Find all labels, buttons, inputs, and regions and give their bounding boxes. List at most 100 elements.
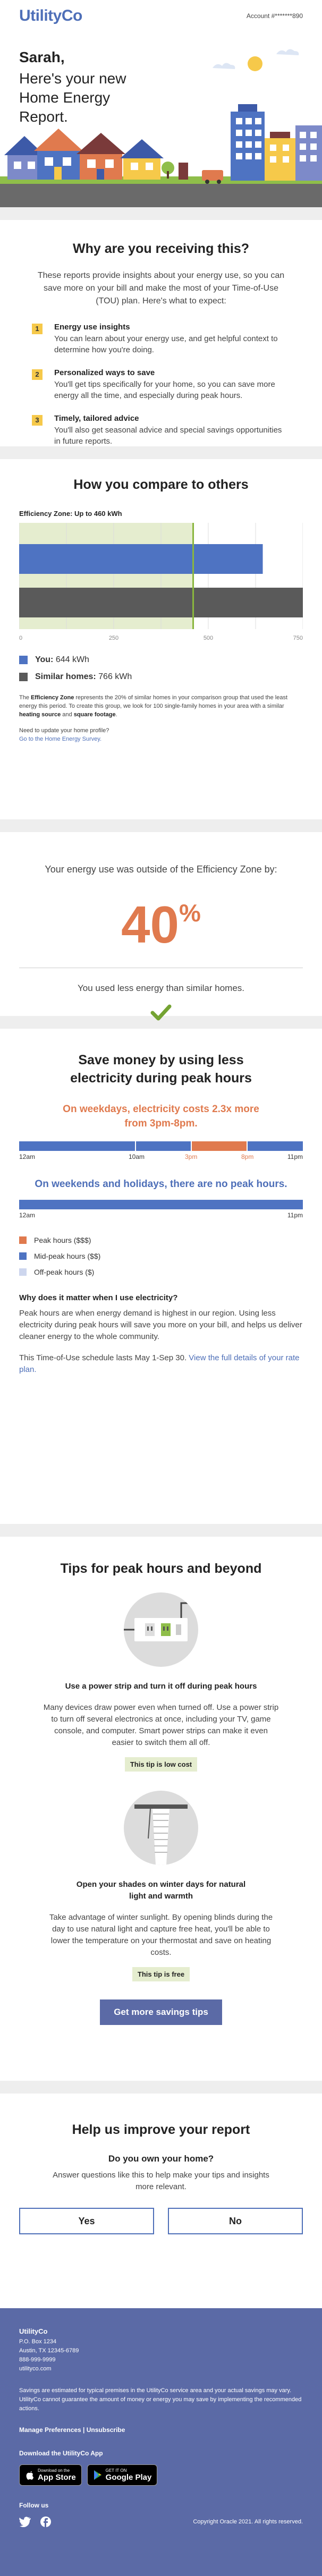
why-matter-head: Why does it matter when I use electricit… [19,1293,178,1302]
segment-mid-peak-2 [136,1141,191,1151]
why-item-2: 2 Personalized ways to save You'll get tip… [32,368,290,401]
zone-text: Your energy use was outside of the Effic… [45,864,277,875]
why-section: Why are you receiving this? These report… [0,220,322,446]
save-title: Save money by using less electricity dur… [70,1053,252,1086]
weekday-labels: 12am 10am 3pm 8pm 11pm [19,1153,303,1163]
legend-mid-peak: Mid-peak hours ($$) [19,1252,303,1260]
header: UtilityCo Account #*******890 [0,0,322,207]
why-intro: These reports provide insights about you… [37,271,285,306]
rate-plan-link[interactable]: View the full details of your rate plan. [19,1353,300,1374]
label-12am: 12am [19,1153,36,1160]
tips-section: Tips for peak hours and beyond Use a pow… [0,1537,322,2081]
survey-link[interactable]: Go to the Home Energy Survey. [19,736,102,742]
note-text-3: . [115,711,117,718]
google-play-button[interactable]: GET IT ON Google Play [87,2464,158,2486]
save-section: Save money by using less electricity dur… [0,1029,322,1524]
more-tips-button[interactable]: Get more savings tips [100,1999,222,2025]
checkmark-icon [19,1004,303,1024]
tip-shades: Open your shades on winter days for natu… [37,1791,285,1981]
time-legend: Peak hours ($$$) Mid-peak hours ($$) Off… [19,1236,303,1276]
top-bar: UtilityCo Account #*******890 [0,0,322,32]
why-matter-body: Peak hours are when energy demand is hig… [19,1309,302,1341]
download-app-label: Download the UtilityCo App [19,2450,103,2457]
weekend-text: On weekends and holidays, there are no p… [35,1179,287,1190]
logo[interactable]: UtilityCo [19,7,82,24]
footer-disclaimer: Savings are estimated for typical premis… [19,2387,302,2412]
why-title: Why are you receiving this? [72,241,250,256]
app-store-button[interactable]: Download on the App Store [19,2464,82,2486]
answer-buttons: Yes No [19,2208,303,2234]
label-11pm: 11pm [287,1153,303,1160]
why-number: 3 [32,415,43,426]
you-swatch [19,656,28,664]
power-strip-icon [124,1592,198,1667]
no-button[interactable]: No [168,2208,303,2234]
greeting: Sarah, Here's your new Home Energy Repor… [19,48,141,126]
comparison-chart: 0 250 500 750 [19,523,309,641]
similar-label: Similar homes: [35,672,96,681]
zone-percent: 40% [19,884,303,954]
greeting-text: Here's your new Home Energy Report. [19,70,126,125]
weekend-labels: 12am 11pm [19,1211,303,1221]
x-tick-label: 750 [293,635,303,641]
twitter-icon[interactable] [19,2516,31,2527]
why-item-body: You'll also get seasonal advice and spec… [54,426,282,446]
footer-phone[interactable]: 888-999-9999 [19,2357,56,2363]
efficiency-zone-label: Efficiency Zone: Up to 460 kWh [19,510,122,518]
label-12am-weekend: 12am [19,1211,36,1219]
you-value: 644 kWh [55,655,89,664]
why-item-body: You'll get tips specifically for your ho… [54,380,275,400]
footer-address: P.O. Box 1234 Austin, TX 12345-6789 888-… [19,2337,303,2374]
manage-preferences-link[interactable]: Manage Preferences | Unsubscribe [19,2426,125,2434]
legend-off-peak: Off-peak hours ($) [19,1268,303,1276]
why-item-body: You can learn about your energy use, and… [54,334,278,354]
you-label: You: [35,655,54,664]
why-number: 2 [32,369,43,380]
segment-weekend [19,1200,303,1209]
why-number: 1 [32,324,43,334]
note-text-1: represents the 20% of similar homes in y… [19,694,288,709]
social-row: Copyright Oracle 2021. All rights reserv… [19,2516,303,2527]
label-8pm: 8pm [241,1153,254,1160]
label-10am: 10am [129,1153,145,1160]
app-store-badges: Download on the App Store GET IT ON Google… [19,2464,303,2486]
footer-website[interactable]: utilityco.com [19,2366,52,2372]
greeting-name: Sarah, [19,49,65,65]
zone-section: Your energy use was outside of the Effic… [0,832,322,1021]
update-question: Need to update your home profile? [19,727,109,734]
apple-icon [26,2471,33,2480]
tip-1-body: Many devices draw power even when turned… [43,1703,279,1747]
bar-you [19,544,263,574]
x-tick-label: 500 [204,635,213,641]
weekday-timeline [19,1141,303,1151]
yes-button[interactable]: Yes [19,2208,154,2234]
bar-similar-homes [19,588,309,617]
facebook-icon[interactable] [40,2516,51,2527]
tip-2-body: Take advantage of winter sunlight. By op… [49,1913,273,1957]
tip-2-head: Open your shades on winter days for natu… [76,1880,246,1901]
update-profile: Need to update your home profile? Go to … [19,726,303,743]
schedule-text: This Time-of-Use schedule lasts May 1-Se… [19,1353,300,1374]
tip-power-strip: Use a power strip and turn it off during… [37,1592,285,1772]
why-item-head: Personalized ways to save [54,368,155,377]
note-text-2: and [61,711,74,718]
house-illustration [0,49,322,207]
label-3pm: 3pm [185,1153,198,1160]
improve-title: Help us improve your report [72,2122,250,2137]
tip-1-badge: This tip is low cost [124,1757,198,1772]
legend-similar: Similar homes: 766 kWh [19,672,303,682]
similar-swatch [19,673,28,681]
segment-peak [192,1141,247,1151]
google-play-icon [94,2470,101,2480]
tip-2-badge: This tip is free [132,1967,190,1981]
legend-you: You: 644 kWh [19,655,303,665]
percent-value: 40 [121,895,180,954]
window-shade-icon [124,1791,198,1865]
label-11pm-weekend: 11pm [287,1211,303,1219]
note-bold-3: square footage [73,711,116,718]
follow-us-label: Follow us [19,2502,49,2509]
efficiency-note: The Efficiency Zone represents the 20% o… [19,694,288,718]
compare-title: How you compare to others [73,477,249,492]
legend-peak: Peak hours ($$$) [19,1236,303,1244]
hero-banner: Sarah, Here's your new Home Energy Repor… [0,32,322,207]
